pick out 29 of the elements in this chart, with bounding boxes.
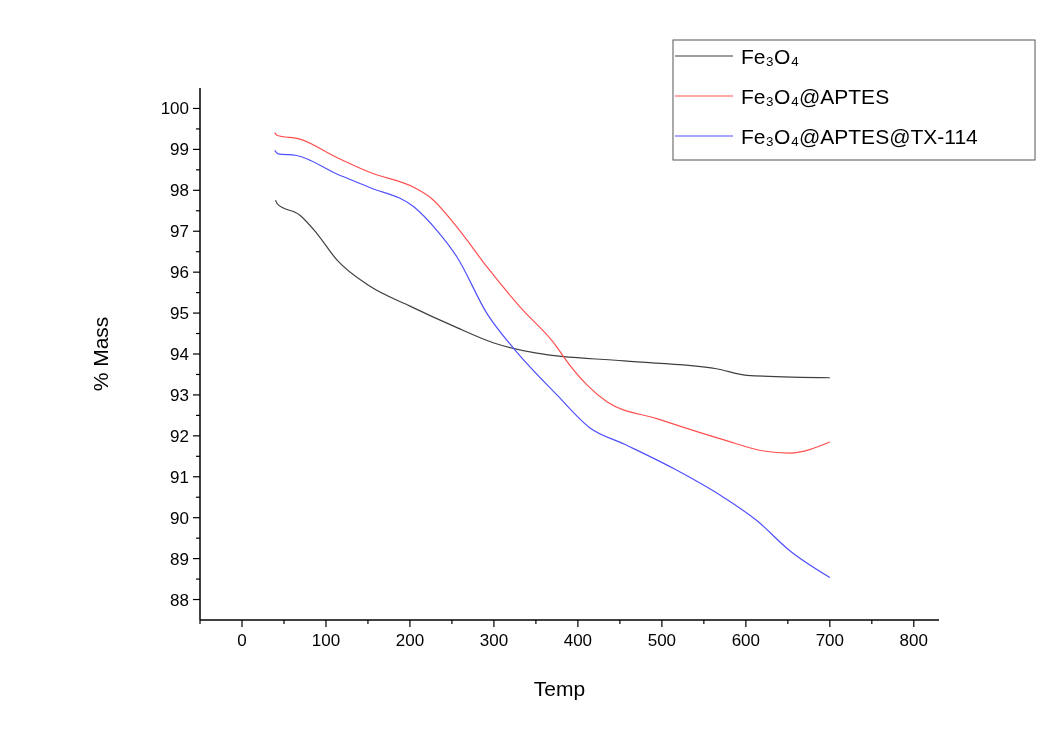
x-tick-label: 600 — [731, 631, 761, 650]
x-tick-label: 800 — [899, 631, 928, 650]
y-tick-label: 95 — [170, 304, 189, 324]
y-tick-label: 97 — [170, 222, 189, 242]
x-tick-label: 700 — [815, 631, 845, 650]
legend-label: Fe₃O₄ — [741, 45, 799, 68]
y-tick-label: 91 — [170, 467, 189, 487]
y-tick-label: 88 — [170, 590, 189, 610]
y-tick-label: 94 — [170, 345, 189, 364]
line-series — [274, 199, 831, 379]
y-tick-label: 99 — [170, 140, 189, 160]
x-tick-label: 0 — [237, 631, 247, 650]
legend-label: Fe₃O₄@APTES@TX-114 — [741, 125, 979, 148]
x-tick-label: 400 — [563, 631, 593, 650]
y-tick-label: 98 — [170, 181, 189, 201]
y-axis-title: % Mass — [89, 316, 112, 392]
x-tick-label: 500 — [647, 631, 677, 650]
legend-label: Fe₃O₄@APTES — [741, 85, 890, 108]
x-tick-label: 200 — [395, 631, 425, 650]
y-tick-label: 100 — [160, 99, 189, 119]
y-tick-label: 90 — [170, 508, 189, 528]
y-tick-label: 93 — [170, 385, 189, 405]
x-tick-label: 300 — [479, 631, 509, 650]
x-axis-title: Temp — [533, 677, 586, 700]
line-series — [274, 149, 831, 579]
y-tick-label: 92 — [170, 426, 189, 446]
y-tick-label: 89 — [170, 549, 189, 569]
y-tick-label: 96 — [170, 263, 189, 283]
x-tick-label: 100 — [311, 631, 341, 650]
